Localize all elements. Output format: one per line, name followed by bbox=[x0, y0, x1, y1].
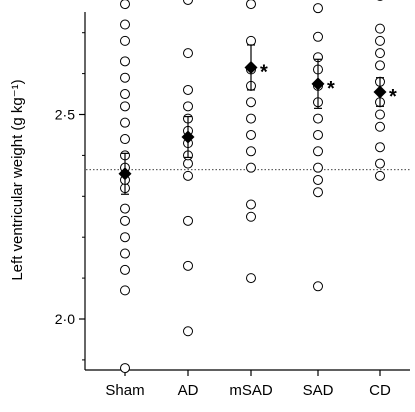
data-point bbox=[184, 216, 193, 225]
data-point bbox=[376, 122, 385, 131]
data-point bbox=[247, 163, 256, 172]
data-point bbox=[121, 233, 130, 242]
data-point bbox=[376, 159, 385, 168]
data-point bbox=[121, 90, 130, 99]
significance-star: * bbox=[260, 61, 268, 83]
data-point bbox=[121, 286, 130, 295]
data-point bbox=[314, 130, 323, 139]
data-point bbox=[247, 212, 256, 221]
data-point bbox=[247, 274, 256, 283]
data-point bbox=[184, 102, 193, 111]
y-axis-label: Left ventricular weight (g kg⁻¹) bbox=[9, 79, 26, 280]
data-point bbox=[121, 0, 130, 9]
plot-area: * * * bbox=[86, 0, 410, 373]
data-point bbox=[121, 57, 130, 66]
x-tick-label: SAD bbox=[303, 382, 334, 399]
data-point bbox=[121, 135, 130, 144]
data-point bbox=[247, 200, 256, 209]
data-point bbox=[184, 171, 193, 180]
data-point bbox=[121, 249, 130, 258]
data-point bbox=[376, 61, 385, 70]
data-point bbox=[247, 98, 256, 107]
data-point bbox=[314, 147, 323, 156]
data-point bbox=[121, 36, 130, 45]
data-point bbox=[184, 159, 193, 168]
data-point bbox=[314, 32, 323, 41]
data-point bbox=[247, 0, 256, 9]
data-point bbox=[314, 188, 323, 197]
data-point bbox=[376, 110, 385, 119]
data-point bbox=[121, 73, 130, 82]
significance-star: * bbox=[327, 78, 335, 100]
data-point bbox=[121, 265, 130, 274]
mean-marker bbox=[245, 61, 258, 74]
y-tick-label: 2·5 bbox=[55, 107, 75, 123]
mean-marker bbox=[312, 77, 325, 90]
data-point bbox=[184, 327, 193, 336]
data-point bbox=[121, 102, 130, 111]
data-point bbox=[314, 282, 323, 291]
x-tick-label: AD bbox=[178, 382, 199, 399]
y-tick-label: 2·0 bbox=[55, 311, 75, 327]
data-point bbox=[376, 171, 385, 180]
data-point bbox=[121, 216, 130, 225]
data-point bbox=[121, 118, 130, 127]
x-tick-label: Sham bbox=[105, 382, 144, 399]
data-point bbox=[247, 130, 256, 139]
data-point bbox=[184, 49, 193, 58]
data-point bbox=[247, 36, 256, 45]
data-point bbox=[247, 114, 256, 123]
data-point bbox=[314, 163, 323, 172]
data-point bbox=[121, 364, 130, 373]
significance-star: * bbox=[389, 86, 397, 108]
data-point bbox=[121, 204, 130, 213]
data-point bbox=[376, 24, 385, 33]
data-point bbox=[314, 4, 323, 13]
data-point bbox=[184, 261, 193, 270]
data-point bbox=[376, 49, 385, 58]
data-point bbox=[314, 175, 323, 184]
mean-marker bbox=[374, 86, 387, 99]
x-tick-label: CD bbox=[369, 382, 391, 399]
data-point bbox=[314, 114, 323, 123]
data-point bbox=[121, 20, 130, 29]
data-point bbox=[247, 147, 256, 156]
data-point bbox=[376, 36, 385, 45]
data-point bbox=[376, 143, 385, 152]
x-tick-label: mSAD bbox=[229, 382, 273, 399]
data-point bbox=[184, 85, 193, 94]
data-point bbox=[184, 0, 193, 4]
